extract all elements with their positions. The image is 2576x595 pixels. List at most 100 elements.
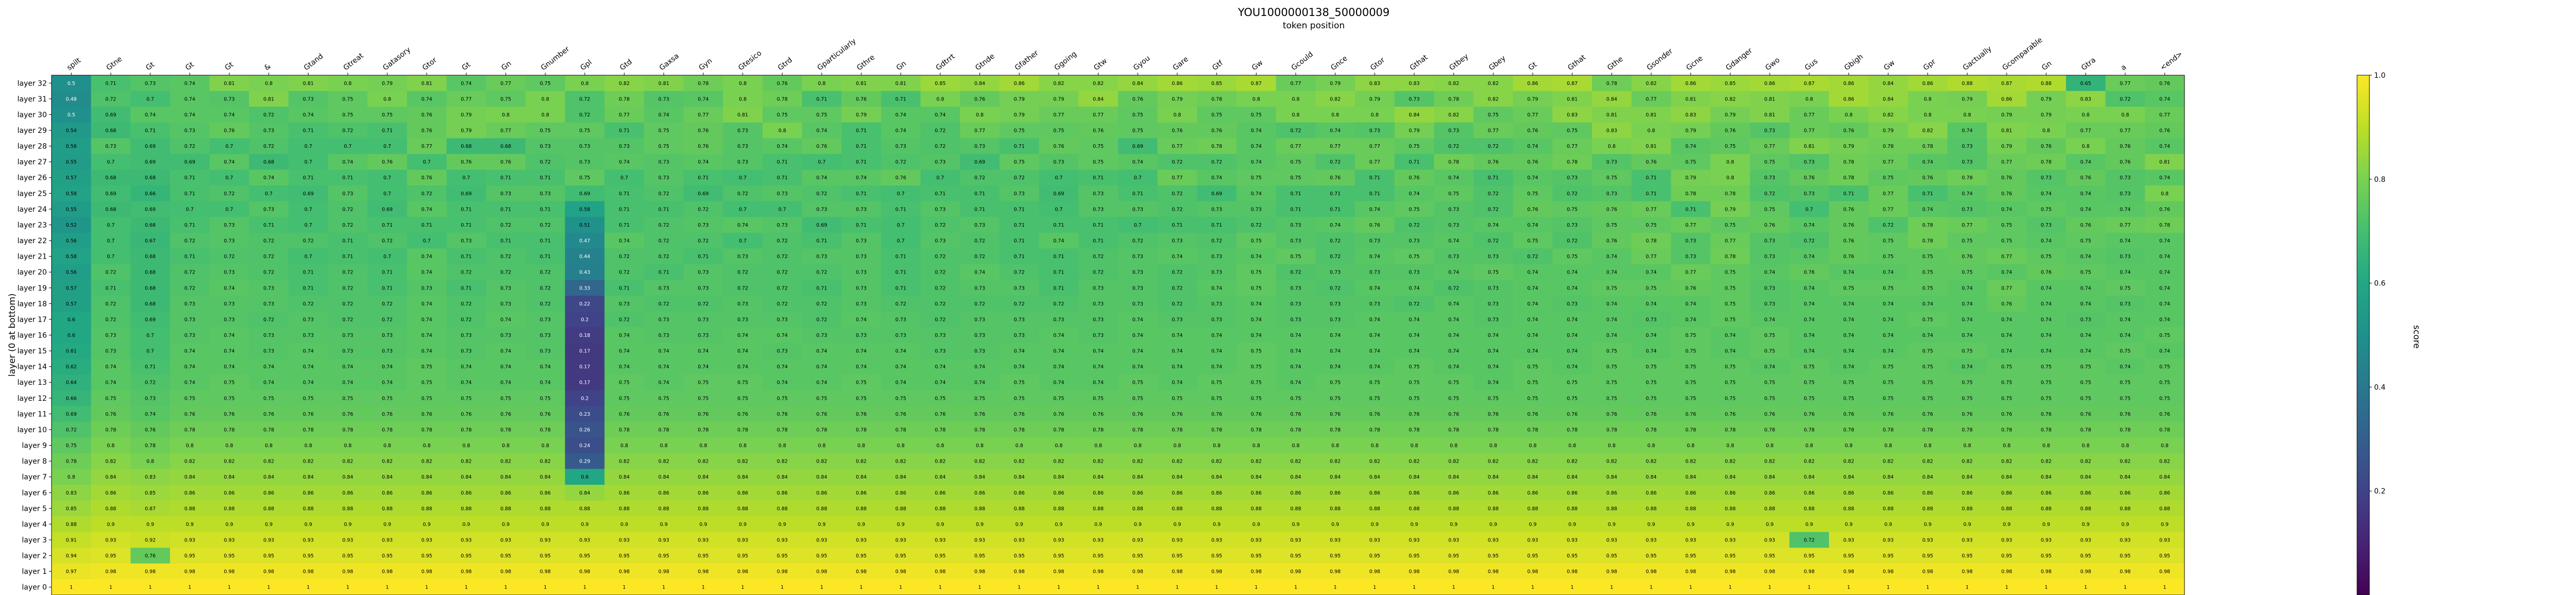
cell-value-label: 0.7 — [304, 160, 312, 165]
heatmap-cell — [1710, 217, 1751, 233]
cell-value-label: 0.74 — [1448, 175, 1459, 181]
cell-value-label: 0.93 — [1527, 537, 1538, 543]
cell-value-label: 0.73 — [816, 207, 827, 212]
cell-value-label: 0.75 — [1606, 175, 1617, 181]
heatmap-cell — [1631, 406, 1671, 422]
cell-value-label: 0.75 — [1132, 396, 1143, 401]
cell-value-label: 0.71 — [540, 239, 551, 244]
heatmap-cell — [1473, 201, 1514, 217]
cell-value-label: 0.74 — [1606, 270, 1617, 276]
cell-value-label: 0.74 — [1527, 223, 1538, 228]
heatmap-cell — [1631, 532, 1671, 548]
cell-value-label: 0.47 — [579, 239, 590, 244]
cell-value-label: 0.71 — [1093, 223, 1104, 228]
heatmap-cell — [1868, 359, 1908, 375]
cell-value-label: 0.74 — [1804, 285, 1815, 291]
cell-value-label: 1 — [1057, 585, 1060, 590]
cell-value-label: 0.78 — [1804, 427, 1815, 433]
heatmap-cell — [1473, 579, 1514, 595]
heatmap-cell — [1868, 469, 1908, 485]
heatmap-cell — [1315, 563, 1355, 580]
heatmap-cell — [1197, 232, 1237, 249]
heatmap-cell — [367, 75, 408, 92]
cell-value-label: 0.74 — [2041, 301, 2052, 307]
heatmap-cell — [1157, 217, 1197, 233]
cell-value-label: 0.72 — [816, 317, 827, 322]
cell-value-label: 0.76 — [1962, 254, 1973, 260]
heatmap-cell — [1315, 311, 1355, 328]
cell-value-label: 0.86 — [1962, 490, 1973, 496]
heatmap-cell — [289, 406, 329, 422]
heatmap-cell — [1631, 154, 1671, 171]
heatmap-cell — [841, 548, 882, 564]
heatmap-cell — [1236, 390, 1277, 406]
heatmap-cell — [802, 327, 842, 344]
heatmap-cell — [1197, 453, 1237, 469]
heatmap-cell — [565, 390, 605, 406]
heatmap-cell — [209, 169, 249, 186]
heatmap-cell — [1315, 264, 1355, 281]
cell-value-label: 0.8 — [1805, 443, 1813, 449]
cell-value-label: 0.73 — [1290, 285, 1301, 291]
cell-value-label: 1 — [346, 585, 349, 590]
heatmap-cell — [802, 122, 842, 139]
heatmap-cell — [762, 169, 803, 186]
cell-value-label: 0.74 — [1567, 349, 1578, 354]
cell-value-label: 0.77 — [1685, 270, 1696, 276]
heatmap-cell — [446, 264, 486, 281]
cell-value-label: 0.71 — [382, 128, 393, 134]
heatmap-cell — [1552, 122, 1592, 139]
cell-value-label: 0.74 — [1211, 364, 1222, 370]
heatmap-cell — [1552, 406, 1592, 422]
heatmap-cell — [446, 563, 486, 580]
heatmap-cell — [1473, 421, 1514, 438]
heatmap-cell — [170, 579, 210, 595]
cell-value-label: 0.75 — [2159, 333, 2170, 338]
heatmap-cell — [1394, 280, 1434, 296]
heatmap-cell — [1315, 500, 1355, 517]
cell-value-label: 1 — [1018, 585, 1021, 590]
cell-value-label: 0.82 — [1725, 459, 1736, 465]
cell-value-label: 0.76 — [1646, 160, 1656, 165]
heatmap-cell — [130, 107, 171, 123]
x-tick-label: Gbigh — [1843, 53, 1865, 72]
cell-value-label: 0.75 — [342, 396, 353, 401]
cell-value-label: 0.69 — [303, 191, 314, 197]
cell-value-label: 0.71 — [382, 223, 393, 228]
cell-value-label: 0.9 — [146, 522, 154, 528]
cell-value-label: 0.72 — [974, 239, 985, 244]
cell-value-label: 0.8 — [1726, 160, 1734, 165]
cell-value-label: 0.98 — [1922, 569, 1933, 575]
heatmap-cell — [920, 469, 960, 485]
heatmap-cell — [407, 406, 447, 422]
cell-value-label: 0.76 — [1330, 412, 1341, 417]
heatmap-cell — [881, 390, 921, 406]
heatmap-cell — [486, 75, 526, 92]
cell-value-label: 0.74 — [1843, 364, 1854, 370]
heatmap-cell — [130, 343, 171, 359]
heatmap-cell — [881, 484, 921, 501]
cell-value-label: 0.72 — [382, 301, 393, 307]
heatmap-cell — [802, 516, 842, 533]
cell-value-label: 0.73 — [303, 317, 314, 322]
cell-value-label: 0.76 — [105, 412, 116, 417]
heatmap-cell — [604, 437, 645, 454]
cell-value-label: 0.73 — [303, 96, 314, 102]
y-tick-label: layer 1 — [22, 568, 47, 576]
heatmap-cell — [999, 516, 1040, 533]
cell-value-label: 0.73 — [184, 333, 195, 338]
cell-value-label: 0.73 — [500, 285, 511, 291]
cell-value-label: 0.82 — [1685, 459, 1696, 465]
heatmap-cell — [1710, 516, 1751, 533]
heatmap-cell — [367, 343, 408, 359]
heatmap-cell — [1631, 122, 1671, 139]
heatmap-cell — [644, 185, 684, 202]
heatmap-cell — [723, 122, 763, 139]
cell-value-label: 0.71 — [342, 254, 353, 260]
heatmap-cell — [565, 296, 605, 312]
x-tick-label: Gpr — [1922, 58, 1937, 72]
cell-value-label: 0.73 — [263, 207, 274, 212]
heatmap-cell — [367, 232, 408, 249]
cell-value-label: 0.73 — [1488, 285, 1499, 291]
cell-value-label: 0.75 — [816, 396, 827, 401]
